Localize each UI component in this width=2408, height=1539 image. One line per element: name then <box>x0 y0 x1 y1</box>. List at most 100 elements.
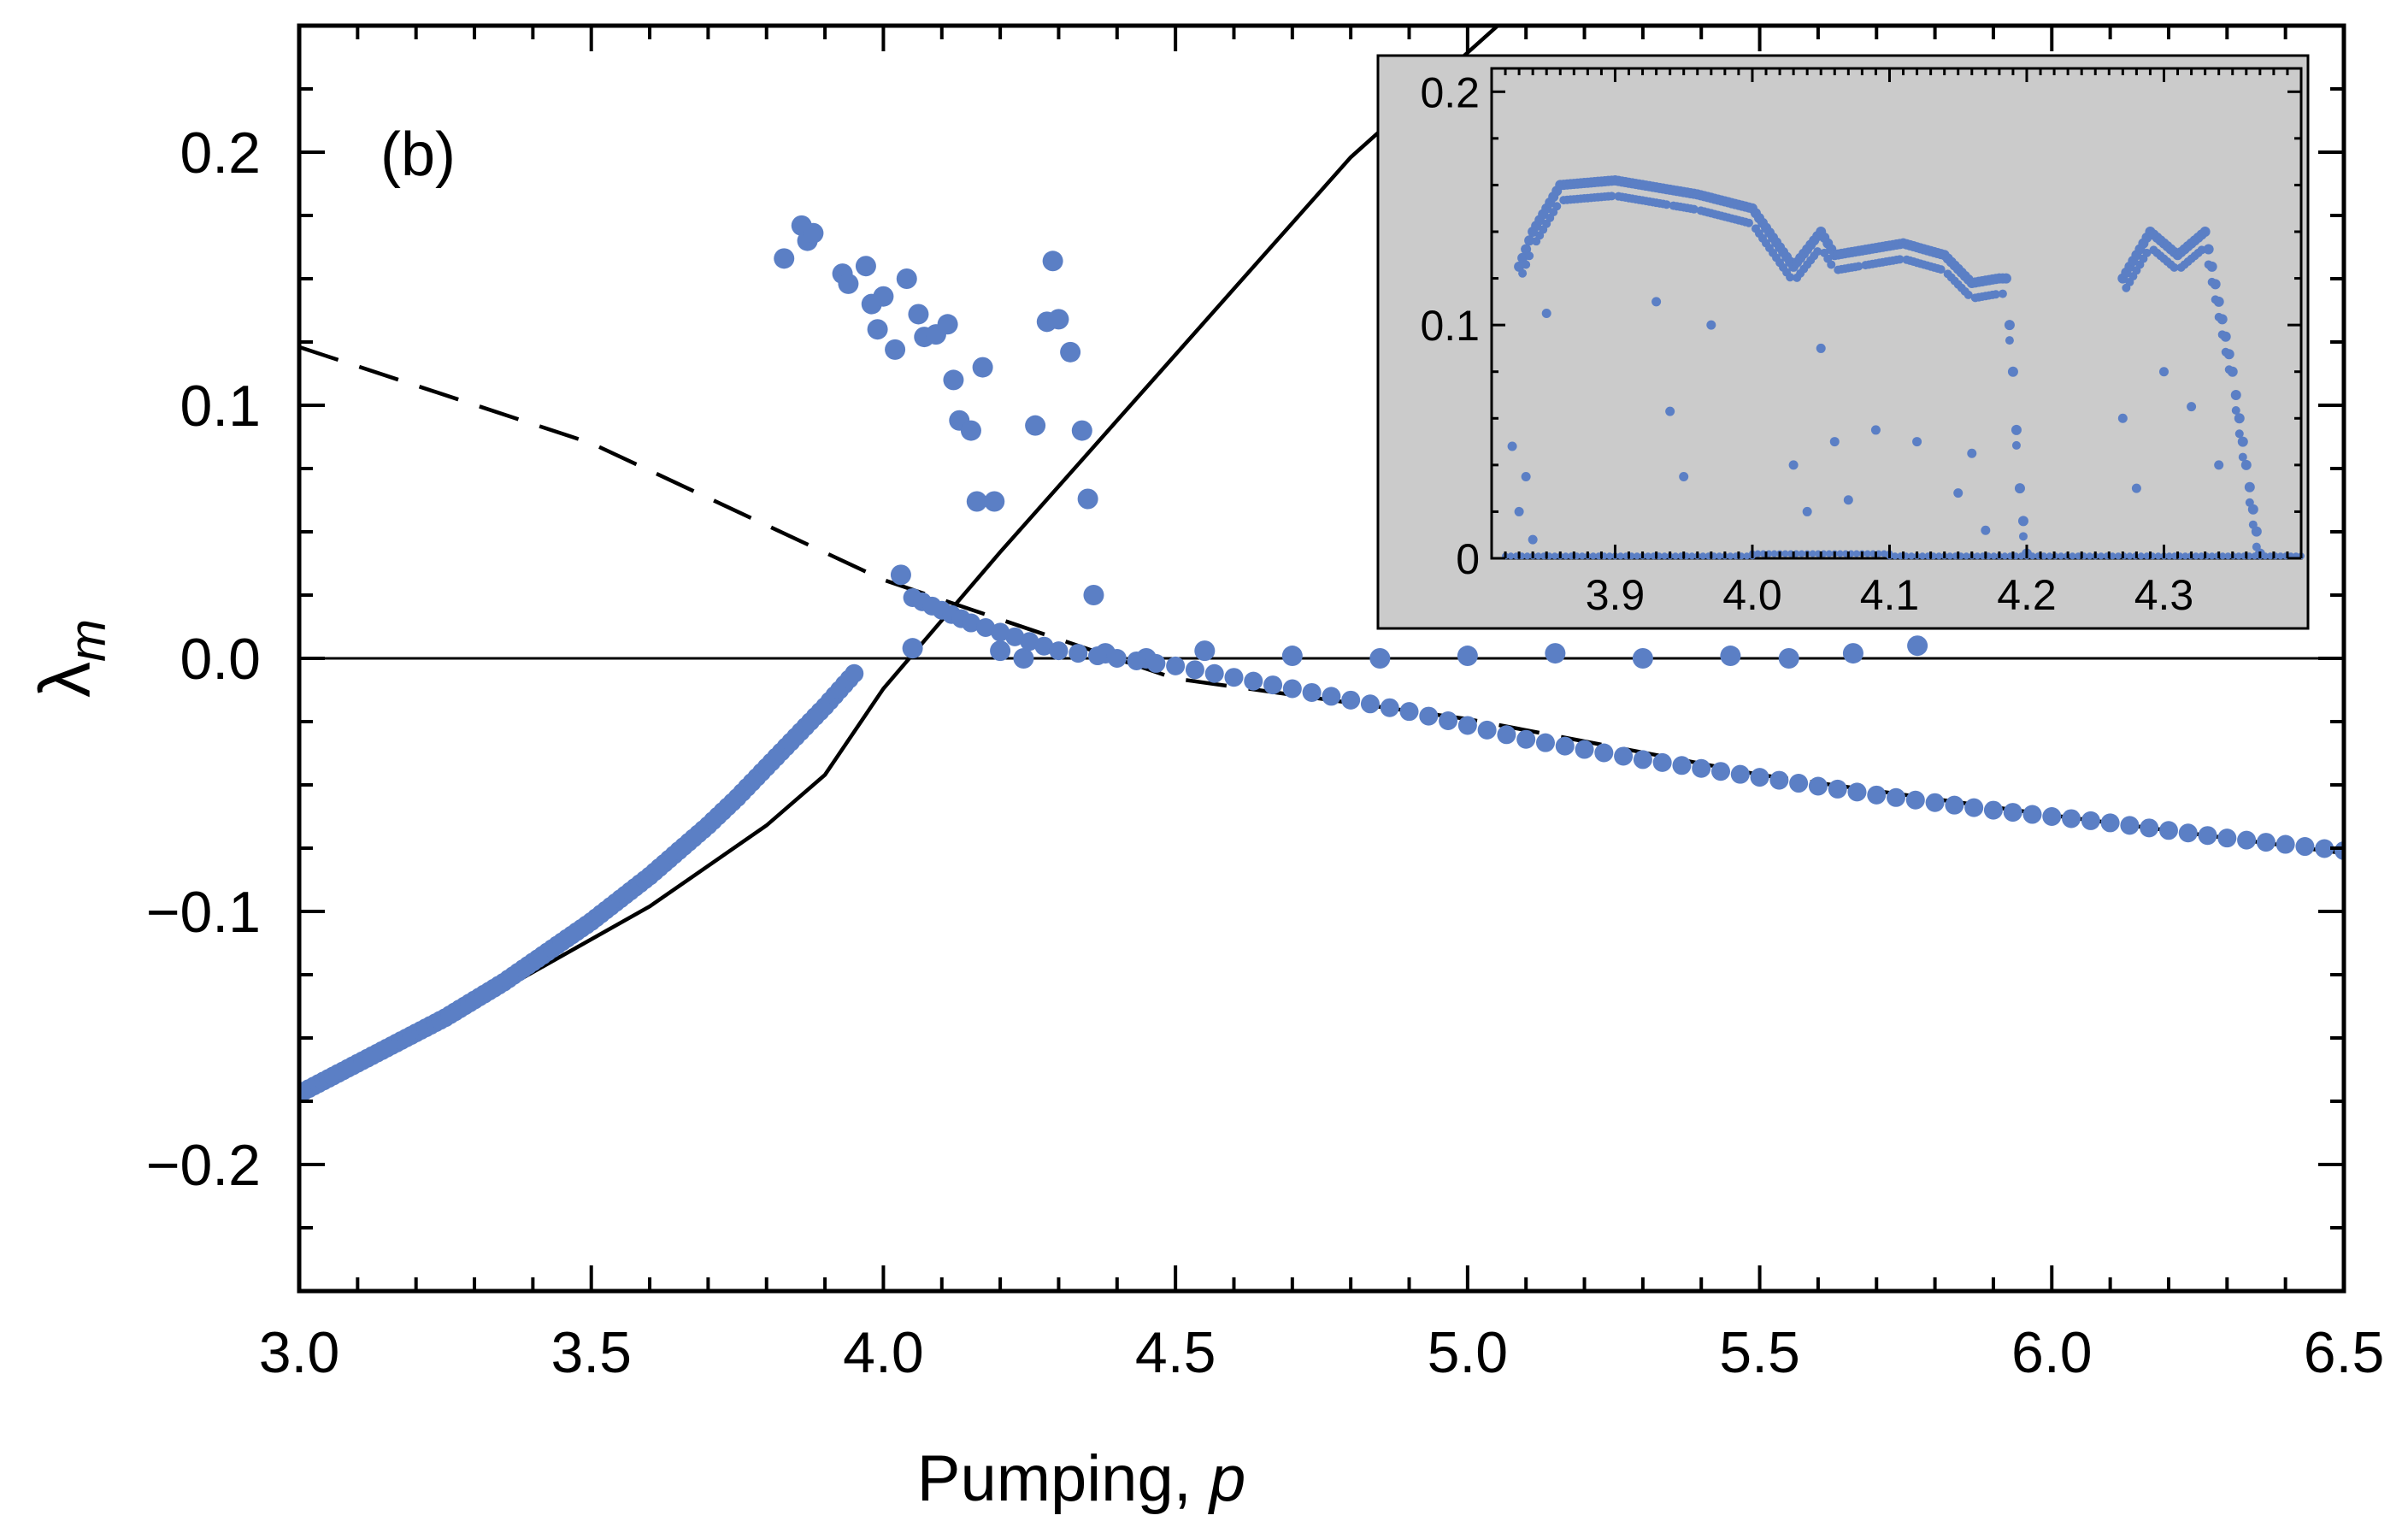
decaying_branch-point <box>961 613 980 633</box>
y-tick-label: 0.2 <box>180 121 261 186</box>
inset-point <box>1843 495 1853 505</box>
inset-point <box>2158 367 2169 377</box>
chaotic_scatter-point <box>943 369 964 391</box>
decaying_branch-point <box>1808 776 1828 796</box>
chaotic_scatter-point <box>774 248 795 269</box>
decaying_branch-point <box>1302 682 1322 702</box>
inset-point <box>1912 437 1922 447</box>
inset-point <box>2234 413 2245 424</box>
inset-point <box>1518 268 1528 278</box>
inset-x-tick-labels: 3.9 4.0 4.1 4.2 4.3 <box>1586 571 2194 619</box>
inset-point <box>2011 440 2021 450</box>
inset-point <box>2014 483 2025 494</box>
inset-point <box>1935 552 1943 560</box>
inset-point <box>1981 525 1991 535</box>
inset-point <box>2143 552 2151 560</box>
decaying_branch-point <box>2003 803 2022 823</box>
decaying_branch-point <box>1672 756 1692 775</box>
inset-point <box>1798 550 1805 557</box>
inset-point <box>1881 550 1888 557</box>
inset-point <box>2018 532 2028 541</box>
inset-point <box>2261 552 2269 560</box>
inset-point <box>1802 506 1812 516</box>
inset-point <box>1525 251 1534 261</box>
decaying_branch-point <box>1034 636 1054 656</box>
x-tick-label: 5.5 <box>1719 1320 1800 1385</box>
chaotic_scatter-point <box>1083 585 1104 605</box>
decaying_branch-point <box>2178 823 2198 843</box>
x-tick-label: 4.5 <box>1135 1320 1216 1385</box>
decaying_branch-point <box>1633 750 1652 770</box>
inset-point <box>2276 552 2284 560</box>
inset-point <box>2170 262 2179 272</box>
inset-point <box>1665 406 1675 416</box>
chaotic_scatter-point <box>1060 341 1081 363</box>
zero_branch-point <box>1457 646 1478 667</box>
chaotic_scatter-point <box>896 268 917 289</box>
inset-point <box>2187 402 2197 412</box>
decaying_branch-point <box>1146 653 1166 673</box>
zero_branch-point <box>1013 648 1034 669</box>
decaying_branch-point <box>1594 743 1614 763</box>
curve-dashed <box>299 345 2344 856</box>
inset-point <box>1562 552 1569 560</box>
inset-point <box>1788 460 1799 470</box>
chaotic_scatter-point <box>1048 309 1069 330</box>
inset-point <box>2192 552 2199 560</box>
inset-point <box>1606 552 1614 560</box>
main-curves <box>299 26 2344 1096</box>
inset-point <box>2007 366 2018 377</box>
chaotic_scatter-point <box>966 491 987 512</box>
decaying_branch-point <box>1457 716 1477 735</box>
decaying_branch-point <box>1439 711 1458 731</box>
decaying_branch-point <box>1769 770 1789 790</box>
inset-point <box>1744 218 1753 227</box>
inset-point <box>2220 331 2231 342</box>
x-tick-label: 5.0 <box>1428 1320 1509 1385</box>
inset-x-tick-label: 4.0 <box>1722 571 1782 619</box>
inset-point <box>1825 550 1833 557</box>
decaying_branch-point <box>1477 720 1497 740</box>
decaying_branch-point <box>1069 644 1088 663</box>
decaying_branch-point <box>2158 821 2178 840</box>
zero_branch-point <box>1369 648 1391 669</box>
inset-point <box>1551 552 1558 560</box>
zero_branch-point <box>1281 646 1303 667</box>
inset-point <box>2069 552 2076 560</box>
inset-point <box>2234 552 2242 560</box>
inset-point <box>2005 336 2014 345</box>
decaying_branch-point <box>976 617 996 637</box>
stable_branch-point <box>845 663 864 683</box>
main-axis-ticks <box>297 24 2346 1293</box>
y-tick-label: −0.2 <box>146 1133 261 1198</box>
y-tick-label: 0.0 <box>180 627 261 692</box>
decaying_branch-point <box>1828 779 1847 799</box>
decaying_branch-point <box>1419 706 1439 726</box>
decaying_branch-point <box>1867 785 1887 805</box>
inset-point <box>2109 552 2117 560</box>
inset-data-points <box>1502 174 2305 560</box>
inset-point <box>2219 552 2227 560</box>
decaying_branch-point <box>2140 818 2159 838</box>
inset-point <box>1953 488 1963 498</box>
inset-point <box>1998 289 2007 298</box>
inset-point <box>2208 552 2216 560</box>
inset-point <box>2240 459 2252 470</box>
decaying_branch-point <box>2256 833 2276 852</box>
inset-point <box>2114 552 2122 560</box>
decaying_branch-point <box>2022 805 2042 824</box>
inset-point <box>2227 366 2238 377</box>
inset-point <box>1679 472 1689 481</box>
decaying_branch-point <box>1789 774 1809 793</box>
inset-point <box>1521 472 1531 481</box>
decaying_branch-point <box>1847 782 1867 802</box>
zero_branch-point <box>1778 648 1799 669</box>
inset-point <box>1781 550 1789 557</box>
x-tick-label: 6.5 <box>2304 1320 2385 1385</box>
decaying_branch-point <box>2062 809 2081 828</box>
inset-point <box>2017 552 2025 560</box>
inset-point <box>2224 552 2232 560</box>
chaotic_scatter-point <box>972 357 993 378</box>
decaying_branch-point <box>2315 839 2334 858</box>
